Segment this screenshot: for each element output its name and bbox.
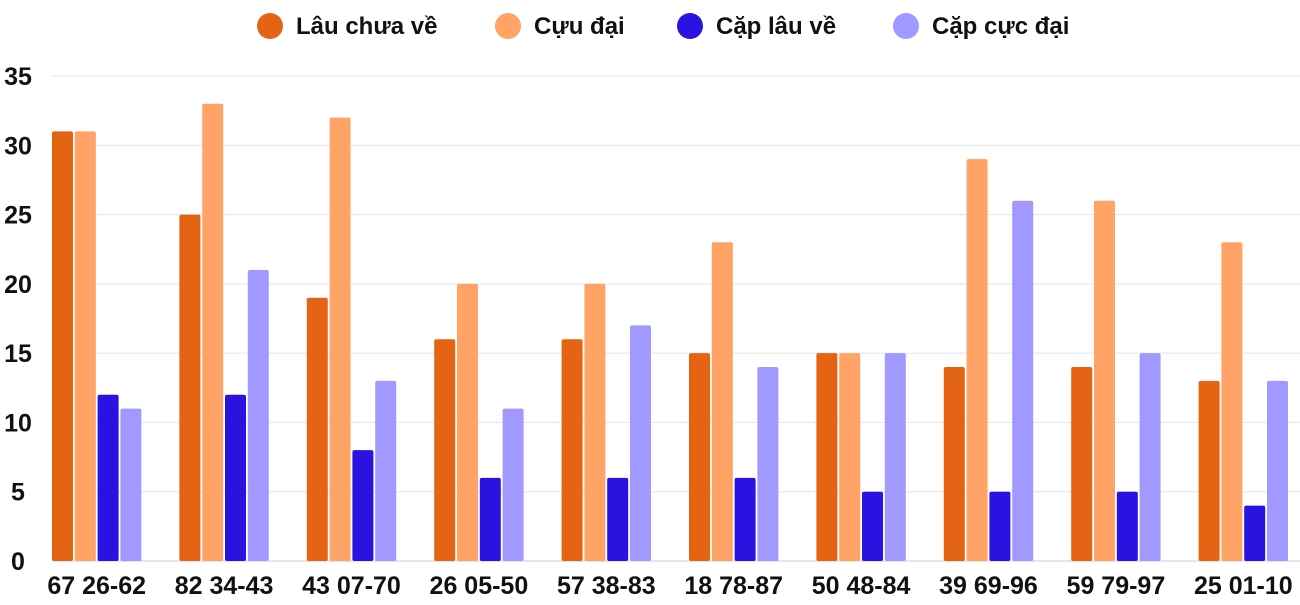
legend-marker-icon bbox=[495, 13, 521, 39]
legend-marker-icon bbox=[893, 13, 919, 39]
bar-4-59-79-97 bbox=[1139, 353, 1161, 561]
x-tick-label: 57 38-83 bbox=[557, 572, 656, 600]
bar-4-57-38-83 bbox=[630, 325, 651, 561]
y-tick-label: 25 bbox=[4, 202, 32, 230]
bar-2-50-48-84 bbox=[839, 353, 861, 561]
bar-3-26-05-50 bbox=[479, 477, 501, 561]
y-tick-label: 5 bbox=[11, 479, 25, 507]
bar-2-39-69-96 bbox=[966, 159, 988, 561]
bar-1-57-38-83 bbox=[561, 339, 583, 561]
y-tick-label: 20 bbox=[4, 271, 32, 299]
legend-marker-icon bbox=[677, 13, 703, 39]
bar-3-43-07-70 bbox=[352, 450, 374, 561]
x-tick-label: 50 48-84 bbox=[812, 572, 911, 600]
legend-item: Cặp cực đại bbox=[893, 13, 1069, 40]
bar-1-67-26-62 bbox=[52, 131, 73, 561]
bar-1-39-69-96 bbox=[943, 367, 965, 561]
x-tick-label: 39 69-96 bbox=[939, 572, 1038, 600]
bar-2-57-38-83 bbox=[584, 283, 606, 561]
bar-3-67-26-62 bbox=[97, 394, 119, 561]
bar-4-82-34-43 bbox=[247, 270, 269, 561]
bar-1-43-07-70 bbox=[306, 297, 328, 561]
bar-2-67-26-62 bbox=[74, 131, 96, 561]
bar-4-18-78-87 bbox=[757, 367, 779, 561]
bar-1-26-05-50 bbox=[434, 339, 456, 561]
bar-2-25-01-10 bbox=[1221, 242, 1243, 562]
bar-4-39-69-96 bbox=[1012, 200, 1034, 561]
bar-3-50-48-84 bbox=[862, 491, 883, 561]
bar-2-43-07-70 bbox=[329, 117, 351, 562]
legend: Lâu chưa về Cựu đại Cặp lâu về Cặp cực đại bbox=[257, 13, 1069, 40]
legend-label: Cặp cực đại bbox=[932, 13, 1069, 40]
bar-3-39-69-96 bbox=[989, 491, 1011, 561]
bar-3-59-79-97 bbox=[1116, 491, 1138, 561]
bar-2-26-05-50 bbox=[457, 283, 478, 561]
legend-marker-icon bbox=[257, 13, 283, 39]
x-tick-label: 82 34-43 bbox=[175, 572, 274, 600]
x-tick-label: 59 79-97 bbox=[1067, 572, 1166, 600]
bar-4-67-26-62 bbox=[120, 408, 142, 561]
y-tick-label: 35 bbox=[4, 63, 32, 91]
bar-2-18-78-87 bbox=[711, 242, 733, 562]
bar-4-43-07-70 bbox=[375, 380, 397, 561]
legend-item: Cựu đại bbox=[495, 13, 625, 40]
y-tick-label: 0 bbox=[11, 548, 25, 576]
bar-1-50-48-84 bbox=[816, 353, 838, 561]
legend-label: Cựu đại bbox=[534, 13, 625, 40]
bar-3-25-01-10 bbox=[1244, 505, 1266, 561]
legend-item: Lâu chưa về bbox=[257, 13, 437, 40]
bar-2-59-79-97 bbox=[1094, 200, 1115, 561]
x-tick-label: 26 05-50 bbox=[430, 572, 529, 600]
bar-1-82-34-43 bbox=[179, 214, 201, 562]
bar-3-57-38-83 bbox=[607, 477, 629, 561]
bar-2-82-34-43 bbox=[202, 103, 224, 561]
bar-4-25-01-10 bbox=[1267, 380, 1288, 561]
x-tick-label: 67 26-62 bbox=[47, 572, 146, 600]
y-tick-label: 15 bbox=[4, 340, 32, 368]
legend-item: Cặp lâu về bbox=[677, 13, 836, 40]
x-tick-label: 25 01-10 bbox=[1194, 572, 1293, 600]
y-tick-label: 30 bbox=[4, 132, 32, 160]
bar-1-59-79-97 bbox=[1071, 367, 1093, 561]
bar-4-50-48-84 bbox=[884, 353, 906, 561]
bar-4-26-05-50 bbox=[502, 408, 524, 561]
bar-3-82-34-43 bbox=[225, 394, 246, 561]
y-axis-ticks: 0 5 10 15 20 25 30 35 bbox=[4, 63, 32, 576]
x-tick-label: 43 07-70 bbox=[302, 572, 401, 600]
x-axis-ticks: 67 26-62 82 34-43 43 07-70 26 05-50 57 38-83… bbox=[47, 572, 1292, 600]
bar-1-25-01-10 bbox=[1198, 380, 1220, 561]
legend-label: Lâu chưa về bbox=[296, 13, 437, 40]
bar-3-18-78-87 bbox=[734, 477, 756, 561]
bar-1-18-78-87 bbox=[689, 353, 710, 561]
x-tick-label: 18 78-87 bbox=[684, 572, 783, 600]
y-tick-label: 10 bbox=[4, 409, 32, 437]
legend-label: Cặp lâu về bbox=[716, 13, 836, 40]
bars bbox=[52, 103, 1288, 562]
